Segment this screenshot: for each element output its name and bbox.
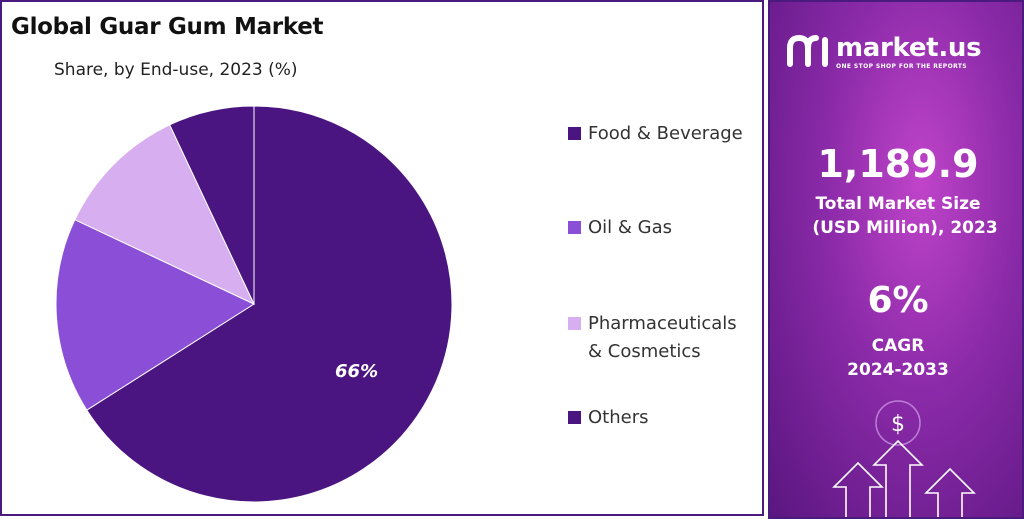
arrow-up-icon	[924, 467, 976, 517]
legend-item-others: Others	[568, 404, 649, 432]
chart-panel: Global Guar Gum Market Share, by End-use…	[0, 0, 764, 516]
brand-name: market.us	[836, 32, 982, 63]
market-size-label-line-2: (USD Million), 2023	[812, 218, 998, 238]
legend-item-oil-gas: Oil & Gas	[568, 214, 672, 242]
legend-label: Others	[588, 407, 649, 428]
legend-label: Oil & Gas	[588, 217, 673, 238]
summary-panel: market.us ONE STOP SHOP FOR THE REPORTS …	[768, 0, 1024, 519]
brand: market.us ONE STOP SHOP FOR THE REPORTS	[786, 32, 982, 72]
growth-arrows-illustration: $	[832, 400, 976, 517]
chart-subtitle: Share, by End-use, 2023 (%)	[54, 60, 298, 80]
legend-label: Food & Beverage	[588, 123, 743, 144]
legend-swatch	[568, 317, 581, 330]
arrow-up-icon	[872, 439, 924, 517]
pie-slice-pharmaceuticals-cosmetics	[74, 124, 256, 306]
legend-item-food-beverage: Food & Beverage	[568, 120, 743, 148]
market-size-value: 1,189.9	[817, 142, 979, 186]
pie-chart: 66%	[55, 105, 453, 503]
pie-data-label: 66%	[335, 361, 378, 382]
market-size-label-line-1: Total Market Size	[815, 194, 981, 214]
legend-label: Pharmaceuticals & Cosmetics	[588, 313, 737, 362]
legend-item-pharmaceuticals-cosmetics: Pharmaceuticals & Cosmetics	[568, 310, 737, 366]
cagr-period: 2024-2033	[847, 360, 949, 380]
pie-slice-oil-gas	[55, 219, 256, 411]
coin-icon	[875, 400, 921, 446]
cagr-label: CAGR	[871, 336, 925, 356]
pie-slice-food-beverage	[86, 105, 453, 503]
dollar-icon: $	[891, 412, 905, 437]
legend-swatch	[568, 127, 581, 140]
brand-tagline: ONE STOP SHOP FOR THE REPORTS	[836, 62, 968, 70]
arrow-up-icon	[832, 461, 884, 517]
brand-text: market.us ONE STOP SHOP FOR THE REPORTS	[836, 32, 982, 70]
market-us-logo-icon	[787, 34, 828, 67]
pie-slice-others	[169, 105, 255, 305]
chart-title: Global Guar Gum Market	[11, 14, 324, 40]
cagr-value: 6%	[867, 280, 929, 321]
legend-swatch	[568, 411, 581, 424]
legend-swatch	[568, 221, 581, 234]
